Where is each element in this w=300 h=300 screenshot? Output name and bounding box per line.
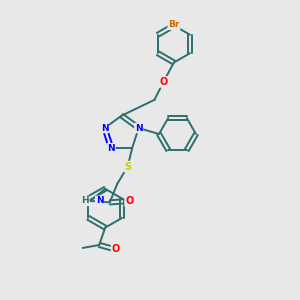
Text: H: H (81, 196, 89, 206)
Text: N: N (135, 124, 142, 133)
Text: N: N (96, 196, 104, 206)
Text: O: O (112, 244, 120, 254)
Text: O: O (159, 77, 168, 87)
Text: S: S (124, 162, 131, 172)
Text: N: N (101, 124, 108, 133)
Text: O: O (125, 196, 133, 206)
Text: Br: Br (168, 20, 180, 29)
Text: N: N (107, 144, 115, 153)
